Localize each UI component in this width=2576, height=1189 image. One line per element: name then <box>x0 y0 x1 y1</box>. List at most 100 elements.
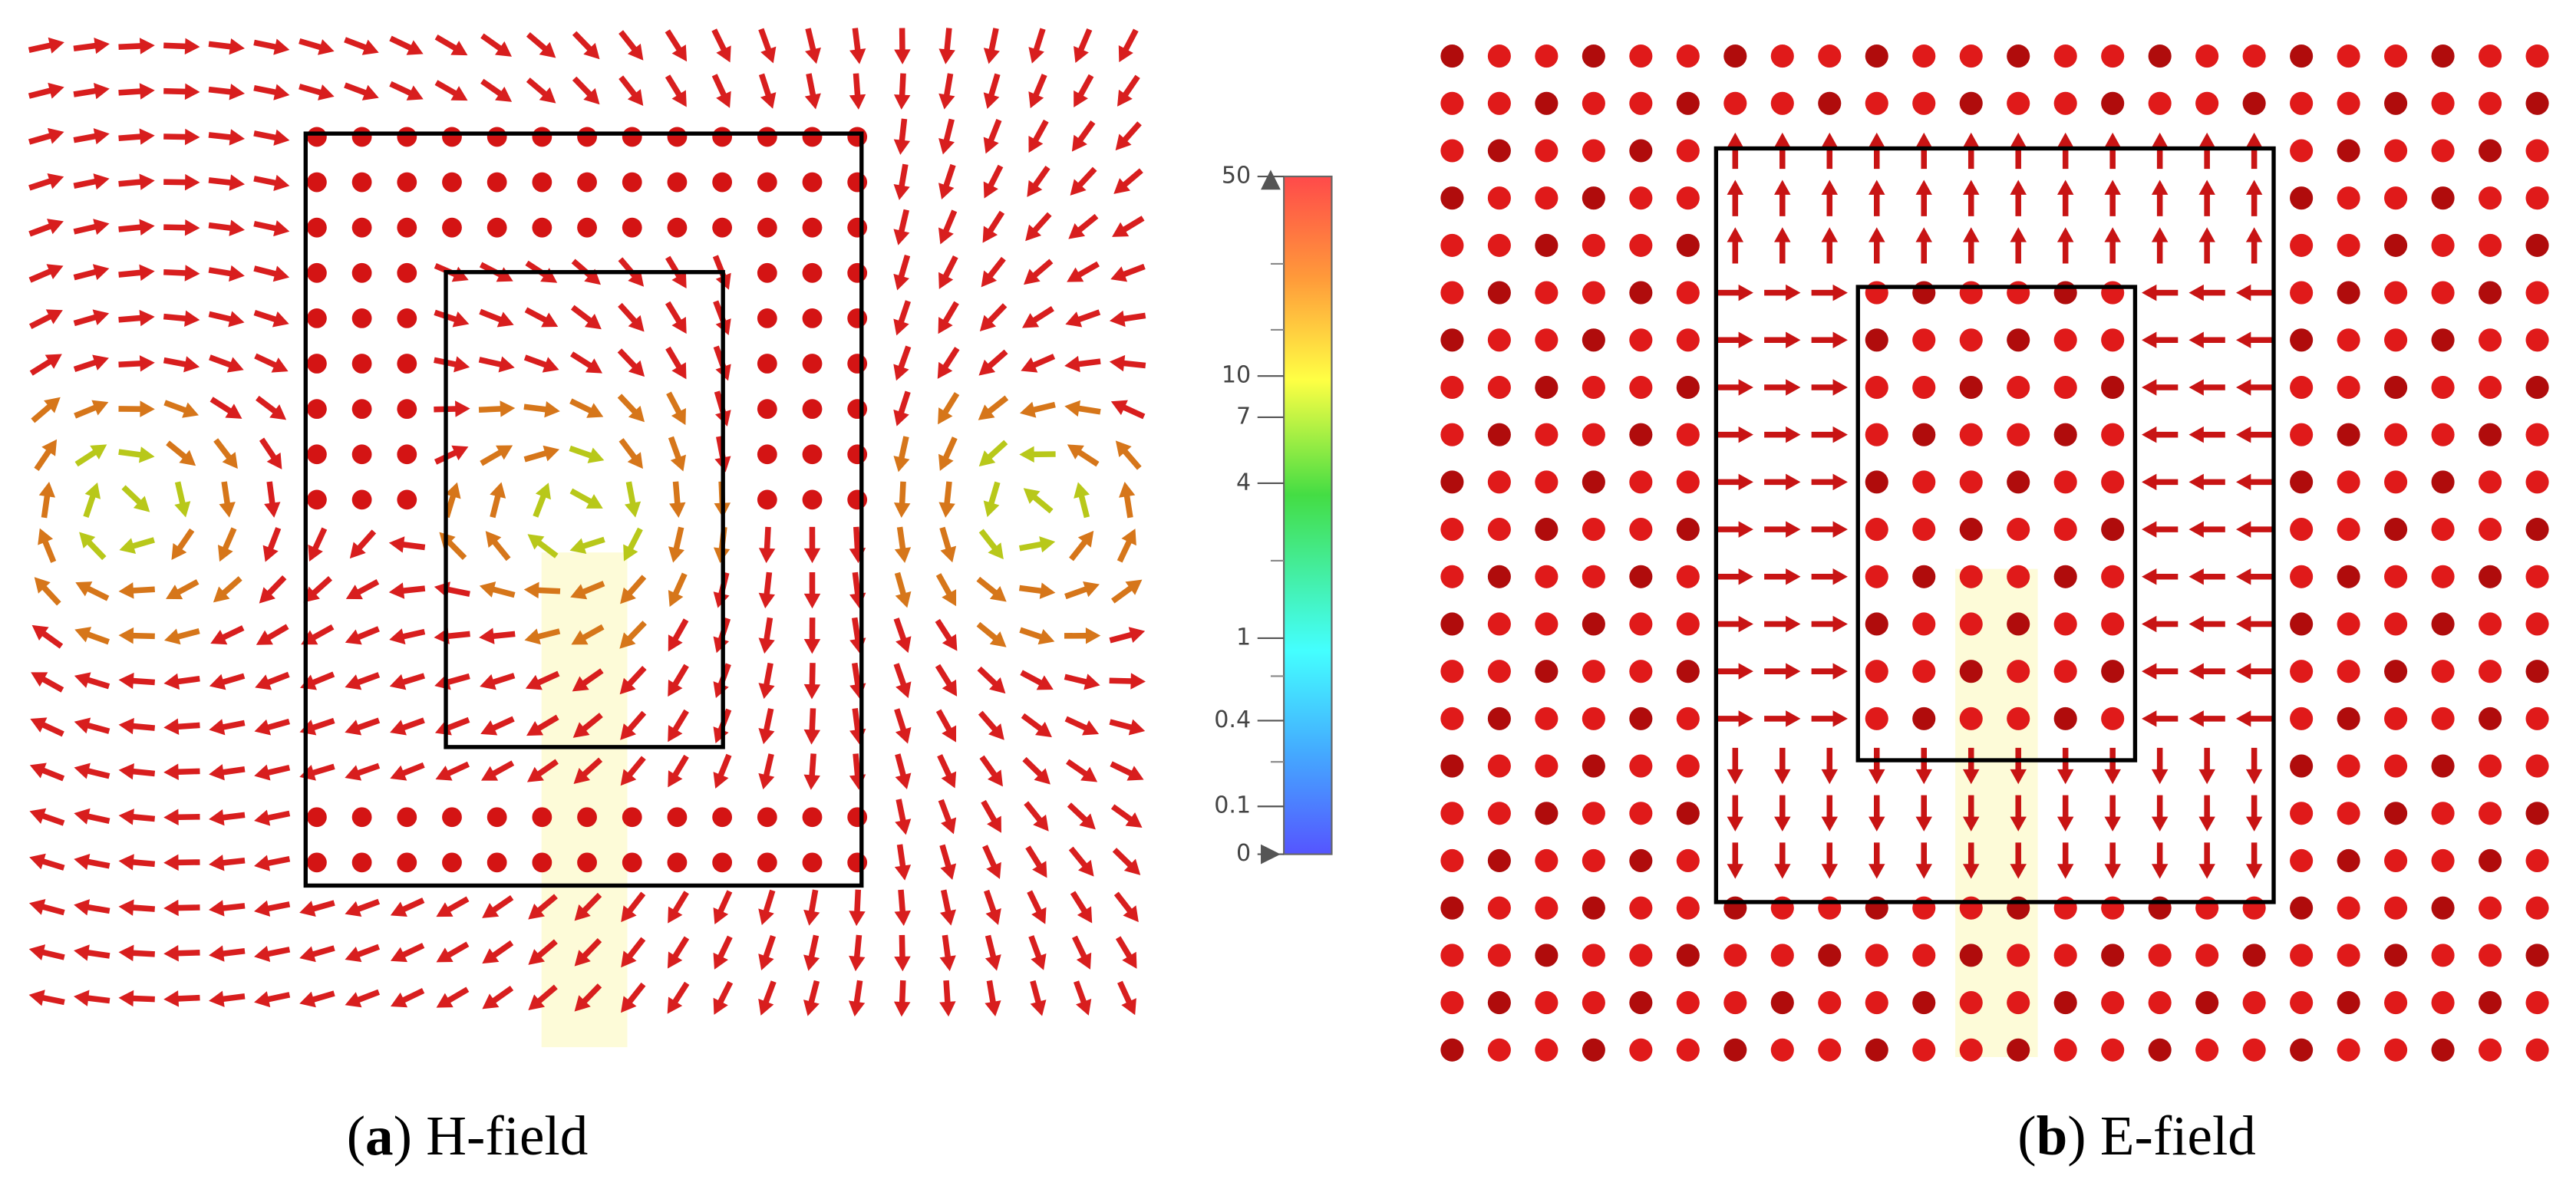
dot <box>2525 896 2549 920</box>
arrow-head <box>938 227 954 245</box>
arrow-head <box>803 774 820 790</box>
dot <box>1582 233 1605 257</box>
dot <box>802 172 823 193</box>
dot <box>2148 896 2172 920</box>
arrow-head <box>2104 132 2121 148</box>
dot <box>2101 991 2125 1015</box>
colorbar-tick-label: 0.1 <box>1214 792 1251 819</box>
dot <box>1865 660 1888 683</box>
arrow-head <box>1128 719 1146 736</box>
arrow-head <box>451 445 469 461</box>
dot <box>2337 44 2360 68</box>
dot <box>307 217 327 238</box>
dot <box>847 807 868 828</box>
arrow-head <box>849 94 866 110</box>
dot <box>757 852 777 873</box>
dot <box>2431 754 2455 778</box>
arrow-head <box>1074 45 1089 63</box>
arrow-head <box>941 817 957 835</box>
dot <box>1912 991 1936 1015</box>
dot <box>1770 1038 1794 1062</box>
dot <box>307 308 327 328</box>
arrow-head <box>436 902 454 917</box>
arrow-head <box>619 632 636 649</box>
dot <box>1865 281 1888 305</box>
arrow-head <box>939 909 956 926</box>
arrow-head <box>209 809 225 826</box>
dot <box>1959 896 1983 920</box>
arrow-head <box>273 129 290 146</box>
dot <box>2431 802 2455 825</box>
dot <box>1629 281 1653 305</box>
arrow-head <box>184 265 200 282</box>
arrow-head <box>758 637 775 654</box>
arrow-head <box>118 627 134 644</box>
dot <box>1535 848 1558 873</box>
dot <box>1440 233 1464 257</box>
dot <box>1487 470 1511 494</box>
arrow-head <box>164 628 181 645</box>
arrow-head <box>628 405 645 423</box>
arrow-head <box>627 89 644 106</box>
dot <box>667 852 688 873</box>
arrow-head <box>1738 710 1753 727</box>
arrow-head <box>435 766 453 781</box>
dot <box>1582 186 1605 210</box>
arrow-head <box>893 409 909 427</box>
arrow-head <box>389 628 406 645</box>
arrow-head <box>1786 710 1801 727</box>
dot <box>2101 518 2125 542</box>
arrow-head <box>133 496 150 512</box>
arrow-head <box>2198 864 2215 879</box>
dot <box>2053 896 2077 920</box>
dot <box>622 127 642 147</box>
dot <box>1487 896 1511 920</box>
dot <box>1676 565 1700 588</box>
dot <box>1487 802 1511 825</box>
dot <box>1440 848 1464 873</box>
dot <box>1629 612 1653 636</box>
arrow-head <box>272 311 289 328</box>
dot <box>1676 423 1700 446</box>
dot <box>757 262 777 283</box>
arrow-head <box>2245 180 2263 195</box>
inner-rect <box>444 270 725 749</box>
dot <box>1535 944 1558 967</box>
dot <box>307 852 327 873</box>
dot <box>2525 233 2549 257</box>
colorbar-max-marker <box>1261 170 1281 190</box>
dot <box>2431 612 2455 636</box>
dot <box>1582 375 1605 400</box>
arrow-head <box>496 311 514 328</box>
dot <box>307 127 327 147</box>
dot <box>487 807 507 828</box>
arrow-head <box>163 854 179 871</box>
arrow-head <box>895 818 912 835</box>
dot <box>2337 612 2360 636</box>
arrow-head <box>28 944 46 961</box>
arrow-head <box>1821 180 1839 195</box>
dot <box>2337 565 2360 588</box>
caption-text: ) E-field <box>2067 1105 2256 1167</box>
arrow-head <box>760 46 777 64</box>
dot <box>1487 1038 1511 1062</box>
arrow-head <box>479 581 496 598</box>
dot <box>2337 706 2360 730</box>
dot <box>397 807 417 828</box>
arrow-head <box>1832 615 1848 633</box>
arrow-head <box>619 677 636 695</box>
arrow-head <box>389 674 407 690</box>
arrow-head <box>1121 529 1136 546</box>
dot <box>2384 565 2408 588</box>
arrow-head <box>74 899 91 916</box>
arrow-head <box>1110 266 1128 282</box>
dot <box>2431 518 2455 542</box>
dot <box>1440 1038 1464 1062</box>
arrow-head <box>1832 521 1848 538</box>
arrow-head <box>713 952 728 970</box>
dot <box>1912 375 1936 400</box>
caption-letter: a <box>365 1105 394 1167</box>
arrow-head <box>388 582 405 599</box>
dot <box>1959 991 1983 1015</box>
dot <box>712 807 733 828</box>
